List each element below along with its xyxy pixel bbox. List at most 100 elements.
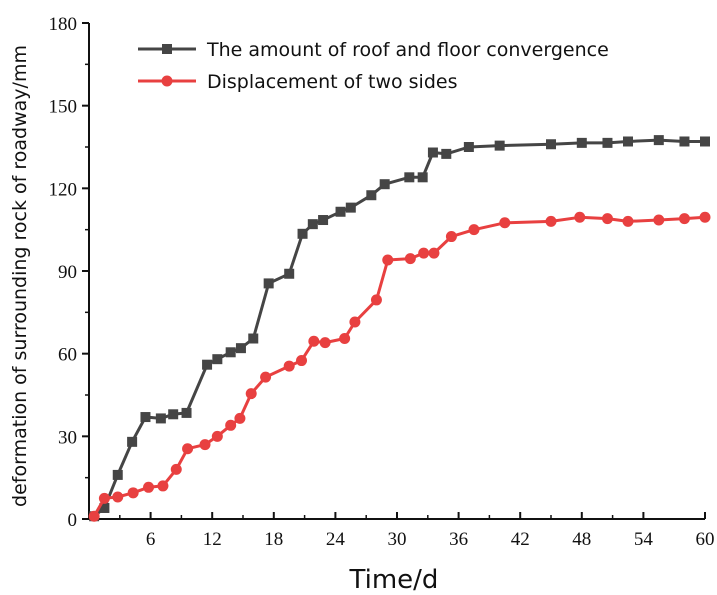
y-tick-label: 180 <box>49 14 78 35</box>
legend-marker-roof-floor <box>162 44 172 54</box>
data-point <box>199 439 211 451</box>
data-point <box>225 347 236 358</box>
y-tick-label: 150 <box>49 97 78 118</box>
x-tick-label: 36 <box>449 529 468 550</box>
legend-marker-two-sides <box>161 75 173 87</box>
data-point <box>181 407 192 418</box>
data-point <box>546 139 556 150</box>
data-point <box>307 219 318 230</box>
legend-item-roof-floor: The amount of roof and floor convergence <box>138 39 609 61</box>
series-line <box>93 138 705 518</box>
legend-item-two-sides: Displacement of two sides <box>138 71 458 93</box>
data-point <box>202 359 213 370</box>
data-point <box>623 136 633 147</box>
data-point <box>382 254 394 266</box>
data-point <box>155 413 166 424</box>
data-point <box>88 510 100 522</box>
legend-label-two-sides: Displacement of two sides <box>207 71 458 93</box>
data-point <box>297 228 308 239</box>
data-point <box>335 206 346 217</box>
x-tick-label: 60 <box>696 529 715 550</box>
data-point <box>494 140 505 151</box>
data-point <box>345 202 356 213</box>
data-point <box>545 215 557 227</box>
data-point <box>168 409 179 420</box>
y-tick-label: 60 <box>58 345 77 366</box>
data-point <box>349 316 361 328</box>
data-point <box>212 354 223 365</box>
data-point <box>308 335 320 347</box>
legend: The amount of roof and floor convergence… <box>138 39 609 93</box>
data-point <box>601 213 613 225</box>
data-point <box>234 412 246 424</box>
series-line <box>92 215 706 517</box>
data-point <box>263 278 274 289</box>
y-tick-label: 30 <box>58 427 77 448</box>
data-point <box>404 253 416 265</box>
data-point <box>339 333 351 345</box>
data-point <box>700 136 710 147</box>
data-point <box>678 213 690 225</box>
data-point <box>112 469 123 480</box>
data-point <box>427 147 438 158</box>
data-point <box>157 480 169 492</box>
data-point <box>140 412 151 423</box>
data-point <box>576 137 587 148</box>
series-1 <box>88 211 711 522</box>
data-point <box>499 217 511 229</box>
data-point <box>98 492 110 504</box>
y-tick-label: 120 <box>49 179 78 200</box>
data-point <box>417 172 428 183</box>
y-axis-title: deformation of surrounding rock of roadw… <box>9 45 31 507</box>
data-point <box>602 137 613 148</box>
data-point <box>182 443 194 455</box>
x-tick-label: 6 <box>146 529 156 550</box>
data-point <box>574 211 586 223</box>
data-point <box>225 419 237 431</box>
y-tick-label: 0 <box>68 510 78 531</box>
x-tick-label: 12 <box>203 529 222 550</box>
legend-label-roof-floor: The amount of roof and floor convergence <box>206 39 609 61</box>
data-point <box>679 136 690 147</box>
x-tick-label: 24 <box>326 529 346 550</box>
data-point <box>318 215 329 226</box>
data-point <box>370 294 382 306</box>
data-point <box>127 436 138 447</box>
data-point <box>418 247 430 259</box>
x-tick-label: 18 <box>264 529 283 550</box>
data-point <box>248 333 259 344</box>
data-point <box>468 224 480 236</box>
data-point <box>699 211 711 223</box>
data-point <box>319 337 331 349</box>
data-point <box>283 360 295 372</box>
x-tick-label: 48 <box>572 529 591 550</box>
data-point <box>245 388 257 400</box>
data-point <box>296 355 308 367</box>
data-point <box>463 142 474 152</box>
data-point <box>404 172 415 183</box>
data-point <box>622 215 634 227</box>
data-point <box>127 487 139 499</box>
data-point <box>99 502 110 513</box>
data-point <box>260 371 272 383</box>
x-axis-title: Time/d <box>349 565 439 595</box>
data-point <box>143 481 155 493</box>
x-tick-label: 54 <box>634 529 654 550</box>
data-point <box>235 343 246 354</box>
data-point <box>366 190 377 201</box>
data-point <box>445 231 457 243</box>
data-point <box>170 463 182 475</box>
data-point <box>211 430 223 442</box>
data-point <box>112 491 124 503</box>
series-0 <box>89 135 710 522</box>
axes <box>88 23 705 520</box>
data-point <box>284 268 295 279</box>
y-tick-label: 90 <box>58 262 77 283</box>
data-point <box>653 135 664 146</box>
x-tick-label: 42 <box>511 529 530 550</box>
y-ticks: 0 30 60 90 120 150 180 <box>49 14 89 531</box>
x-tick-label: 30 <box>388 529 407 550</box>
data-point <box>441 148 452 159</box>
